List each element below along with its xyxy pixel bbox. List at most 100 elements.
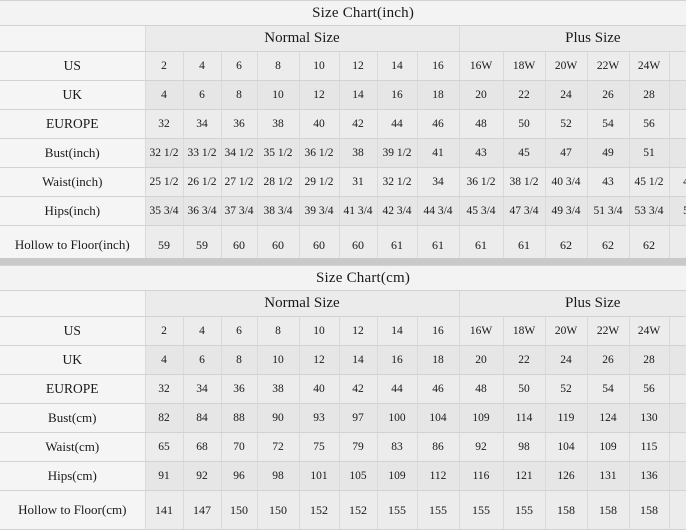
- table-cell: 52: [545, 109, 588, 139]
- table-cell: 26: [587, 80, 630, 110]
- table-cell: 34: [183, 374, 222, 404]
- table-cell: 26 1/2: [183, 167, 222, 197]
- table-cell: 86: [417, 432, 460, 462]
- table-cell: 96: [221, 461, 258, 491]
- table-cell: 16: [377, 345, 418, 375]
- table-cell: 45 3/4: [459, 196, 504, 226]
- table-cell: 22: [503, 80, 546, 110]
- table-cell: 6: [183, 80, 222, 110]
- table-cell: 16W: [459, 51, 504, 81]
- table-cell: 18W: [503, 316, 546, 346]
- table-cell: 39 1/2: [377, 138, 418, 168]
- row-label: UK: [0, 345, 146, 375]
- table-cell: 38: [257, 109, 300, 139]
- table-cell: 14: [377, 316, 418, 346]
- table-cell: 98: [257, 461, 300, 491]
- table-cell: 131: [587, 461, 630, 491]
- table-cell: 152: [339, 490, 378, 530]
- table-cell: 98: [503, 432, 546, 462]
- row-label: Bust(inch): [0, 138, 146, 168]
- table-cell: 6: [221, 316, 258, 346]
- table-row: EUROPE3234363840424446485052545658: [0, 374, 686, 404]
- table-cell: 44: [377, 109, 418, 139]
- table-cell: 20: [459, 345, 504, 375]
- table-cell: 47 3/4: [503, 196, 546, 226]
- table-cell: 36: [221, 374, 258, 404]
- table-cell: 56: [629, 374, 670, 404]
- group-header-normal-size: Normal Size: [145, 25, 460, 52]
- table-cell: 36 1/2: [459, 167, 504, 197]
- table-cell: 112: [417, 461, 460, 491]
- table-cell: 16: [417, 316, 460, 346]
- size-chart-inch: Size Chart(inch) Normal Size Plus Size US 2 4…: [0, 0, 686, 265]
- table-cell: 22: [503, 345, 546, 375]
- table-cell: 109: [587, 432, 630, 462]
- table-cell: 8: [257, 51, 300, 81]
- table-cell: 58: [669, 374, 686, 404]
- table-cell: 54: [587, 109, 630, 139]
- table-cell: 155: [503, 490, 546, 530]
- table-cell: 24W: [629, 316, 670, 346]
- table-cell: 38: [339, 138, 378, 168]
- table-cell: 18W: [503, 51, 546, 81]
- table-cell: 31: [339, 167, 378, 197]
- table-cell: 29 1/2: [299, 167, 340, 197]
- table-cell: 52: [545, 374, 588, 404]
- table-cell: 26W: [669, 51, 686, 81]
- table-cell: 70: [221, 432, 258, 462]
- table-cell: 40: [299, 109, 340, 139]
- table-cell: 32: [145, 374, 184, 404]
- table-cell: 38 1/2: [503, 167, 546, 197]
- table-cell: 46: [417, 109, 460, 139]
- table-cell: 68: [183, 432, 222, 462]
- table-row: Waist(inch) 25 1/2 26 1/2 27 1/2 28 1/2 29 1/…: [0, 167, 686, 197]
- table-cell: 36 1/2: [299, 138, 340, 168]
- row-label: UK: [0, 80, 146, 110]
- table-cell: 158: [545, 490, 588, 530]
- table-cell: 4: [183, 51, 222, 81]
- table-cell: 44 3/4: [417, 196, 460, 226]
- table-cell: 2: [145, 316, 184, 346]
- table-cell: 92: [183, 461, 222, 491]
- table-cell: 158: [669, 490, 686, 530]
- group-header-plus-size: Plus Size: [459, 25, 686, 52]
- table-cell: 28: [629, 345, 670, 375]
- chart-title-row: Size Chart(cm): [0, 265, 686, 291]
- size-table-cm: Size Chart(cm) Normal Size Plus Size US 2 4 6 8…: [0, 265, 686, 530]
- table-cell: 51 3/4: [587, 196, 630, 226]
- table-cell: 119: [545, 403, 588, 433]
- group-header-normal-size: Normal Size: [145, 290, 460, 317]
- table-cell: 155: [417, 490, 460, 530]
- table-cell: 158: [629, 490, 670, 530]
- table-cell: 10: [257, 345, 300, 375]
- row-label: Waist(cm): [0, 432, 146, 462]
- row-label: Bust(cm): [0, 403, 146, 433]
- table-cell: 88: [221, 403, 258, 433]
- table-cell: 37 3/4: [221, 196, 258, 226]
- table-cell: 93: [299, 403, 340, 433]
- table-cell: 41 3/4: [339, 196, 378, 226]
- table-cell: 35 3/4: [145, 196, 184, 226]
- table-cell: 2: [145, 51, 184, 81]
- table-cell: 136: [629, 461, 670, 491]
- group-header-plus-size: Plus Size: [459, 290, 686, 317]
- table-cell: 12: [339, 316, 378, 346]
- table-cell: 42: [339, 109, 378, 139]
- table-cell: 48: [459, 374, 504, 404]
- table-cell: 53 3/4: [629, 196, 670, 226]
- row-label: Hollow to Floor(inch): [0, 225, 146, 265]
- table-cell: 135: [669, 403, 686, 433]
- table-cell: 45: [503, 138, 546, 168]
- table-cell: 109: [459, 403, 504, 433]
- chart-title-row: Size Chart(inch): [0, 0, 686, 26]
- group-header-blank: [0, 290, 146, 317]
- table-cell: 10: [299, 51, 340, 81]
- table-cell: 72: [257, 432, 300, 462]
- table-cell: 18: [417, 80, 460, 110]
- table-row: Waist(cm)6568707275798386929810410911512…: [0, 432, 686, 462]
- table-cell: 30: [669, 80, 686, 110]
- table-cell: 121: [503, 461, 546, 491]
- table-cell: 46: [417, 374, 460, 404]
- table-row: UK4681012141618202224262830: [0, 345, 686, 375]
